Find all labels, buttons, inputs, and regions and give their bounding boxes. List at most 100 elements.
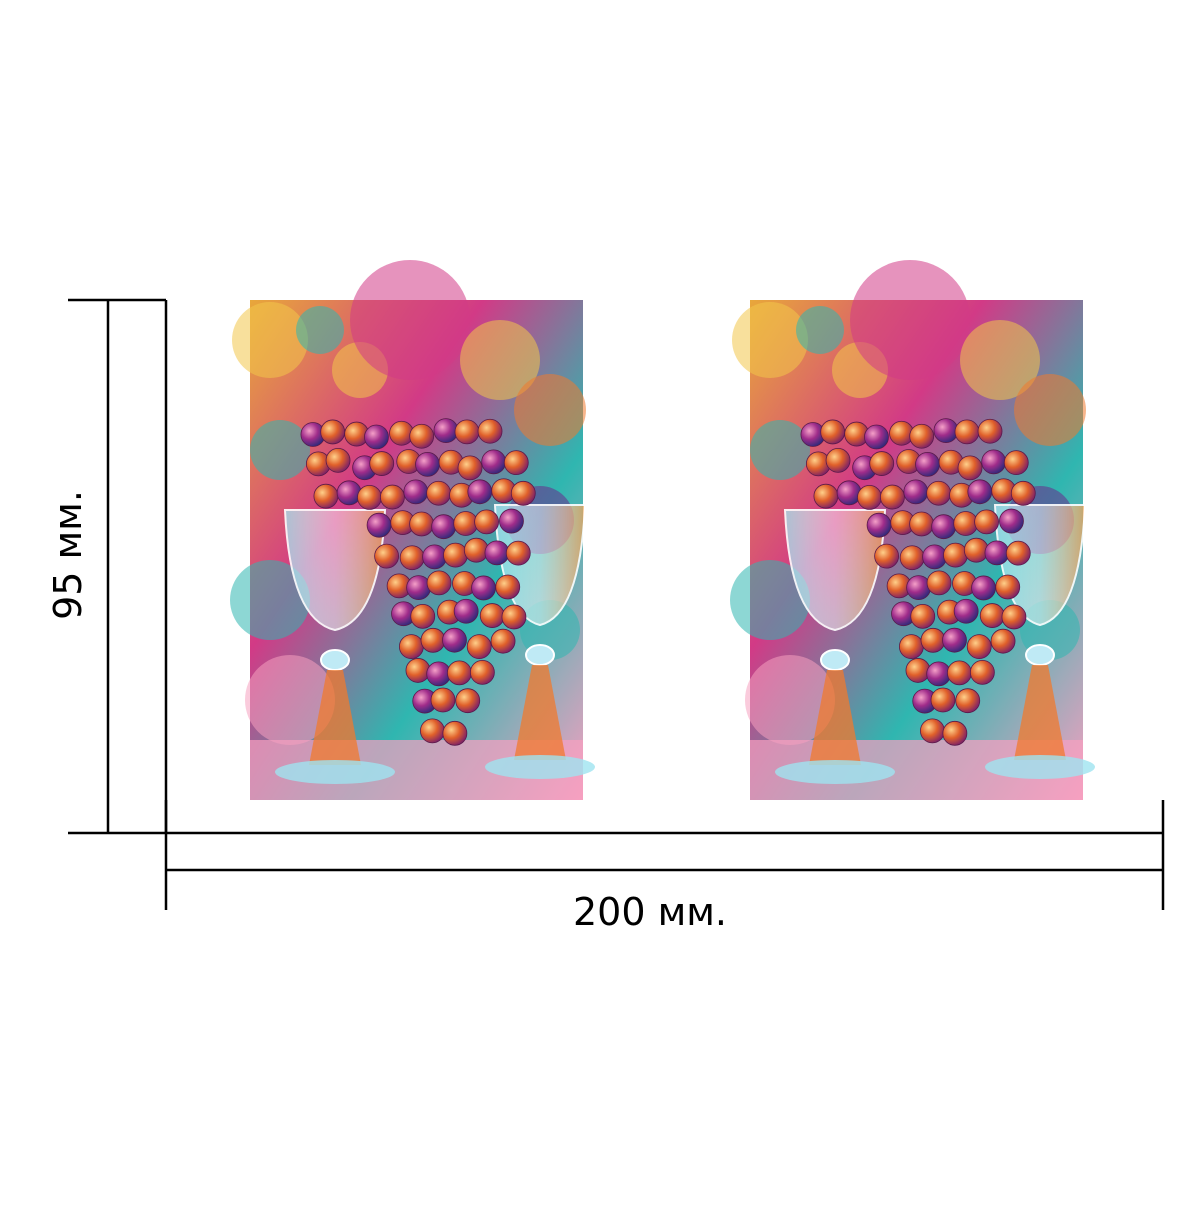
grape: [430, 687, 456, 713]
artwork-panel-2: [730, 260, 1095, 800]
grape: [479, 603, 505, 628]
goblet-left: [275, 509, 395, 784]
grape: [909, 423, 935, 449]
grape: [415, 452, 440, 477]
grape: [453, 511, 479, 536]
grape: [501, 604, 527, 630]
goblet-knot: [820, 649, 850, 671]
grape: [957, 455, 983, 481]
goblet-bowl: [493, 504, 587, 627]
height-dimension-lines: [68, 298, 168, 835]
bokeh-light: [350, 260, 470, 380]
grape: [864, 424, 889, 450]
grape: [490, 628, 516, 654]
grape: [954, 419, 980, 445]
bokeh-light: [732, 302, 808, 378]
grape: [899, 545, 925, 571]
grape: [963, 537, 989, 563]
bokeh-light: [730, 560, 810, 640]
goblet-right: [985, 504, 1095, 779]
grape: [405, 658, 431, 683]
bokeh-light: [230, 560, 310, 640]
grape: [981, 449, 1007, 475]
grape: [820, 419, 846, 445]
grape-bunch: [800, 418, 1036, 746]
grape: [426, 480, 452, 506]
grape: [446, 660, 472, 686]
goblet-stem: [1014, 665, 1066, 760]
grape: [325, 448, 351, 473]
grape: [898, 634, 924, 660]
grape: [403, 479, 429, 505]
grape: [471, 575, 496, 601]
goblet-stem: [514, 665, 566, 760]
goblet-right: [485, 504, 595, 779]
goblet-bowl: [993, 504, 1087, 627]
grape: [374, 543, 400, 569]
grape: [469, 659, 495, 685]
grape: [1010, 480, 1036, 506]
grape: [910, 603, 936, 629]
grape: [366, 512, 392, 538]
grape: [931, 514, 957, 540]
grape: [953, 511, 979, 536]
grape: [922, 544, 947, 570]
grape: [955, 688, 981, 714]
grape: [990, 628, 1016, 654]
goblet-stem: [809, 670, 861, 765]
grape: [825, 448, 851, 473]
grape: [813, 483, 839, 509]
grape: [930, 687, 956, 713]
grape: [399, 545, 425, 571]
grape: [915, 452, 940, 477]
grape: [880, 484, 905, 510]
grape: [463, 537, 489, 563]
grape: [967, 479, 993, 505]
bokeh-light: [460, 320, 540, 400]
grape: [406, 575, 432, 601]
grape: [926, 480, 952, 506]
grape: [313, 483, 339, 509]
grape: [499, 508, 524, 534]
grape: [974, 509, 999, 535]
grape: [1003, 450, 1029, 476]
grape: [443, 542, 468, 568]
grape: [420, 627, 446, 653]
grape: [953, 598, 979, 624]
bokeh-light: [296, 306, 344, 354]
bokeh-light: [245, 655, 335, 745]
bokeh-light: [250, 420, 310, 480]
bokeh-light: [850, 260, 970, 380]
grape: [410, 603, 436, 629]
artwork-panel-1: [230, 260, 595, 800]
grape: [380, 484, 405, 510]
grape: [942, 720, 968, 746]
bokeh-light: [750, 420, 810, 480]
grape: [505, 540, 531, 566]
grape: [503, 450, 529, 476]
goblet-base: [485, 755, 595, 779]
bokeh-light: [1014, 374, 1086, 446]
grape: [874, 543, 900, 569]
width-dimension-label: 200 мм.: [572, 890, 728, 934]
grape: [442, 627, 467, 653]
grape: [903, 479, 929, 505]
grape: [946, 660, 972, 686]
goblet-stem: [309, 670, 361, 765]
grape: [984, 540, 1010, 566]
grape: [510, 480, 536, 506]
grape: [920, 627, 946, 653]
grape: [409, 511, 435, 537]
goblet-base: [775, 760, 895, 784]
grape: [477, 418, 503, 444]
grape: [943, 542, 968, 568]
grape-bunch: [300, 418, 536, 746]
grape: [320, 419, 346, 445]
grape: [426, 570, 452, 596]
grape: [357, 485, 382, 510]
grape: [909, 511, 935, 537]
grape: [484, 540, 510, 566]
goblet-base: [985, 755, 1095, 779]
grape: [474, 509, 499, 535]
